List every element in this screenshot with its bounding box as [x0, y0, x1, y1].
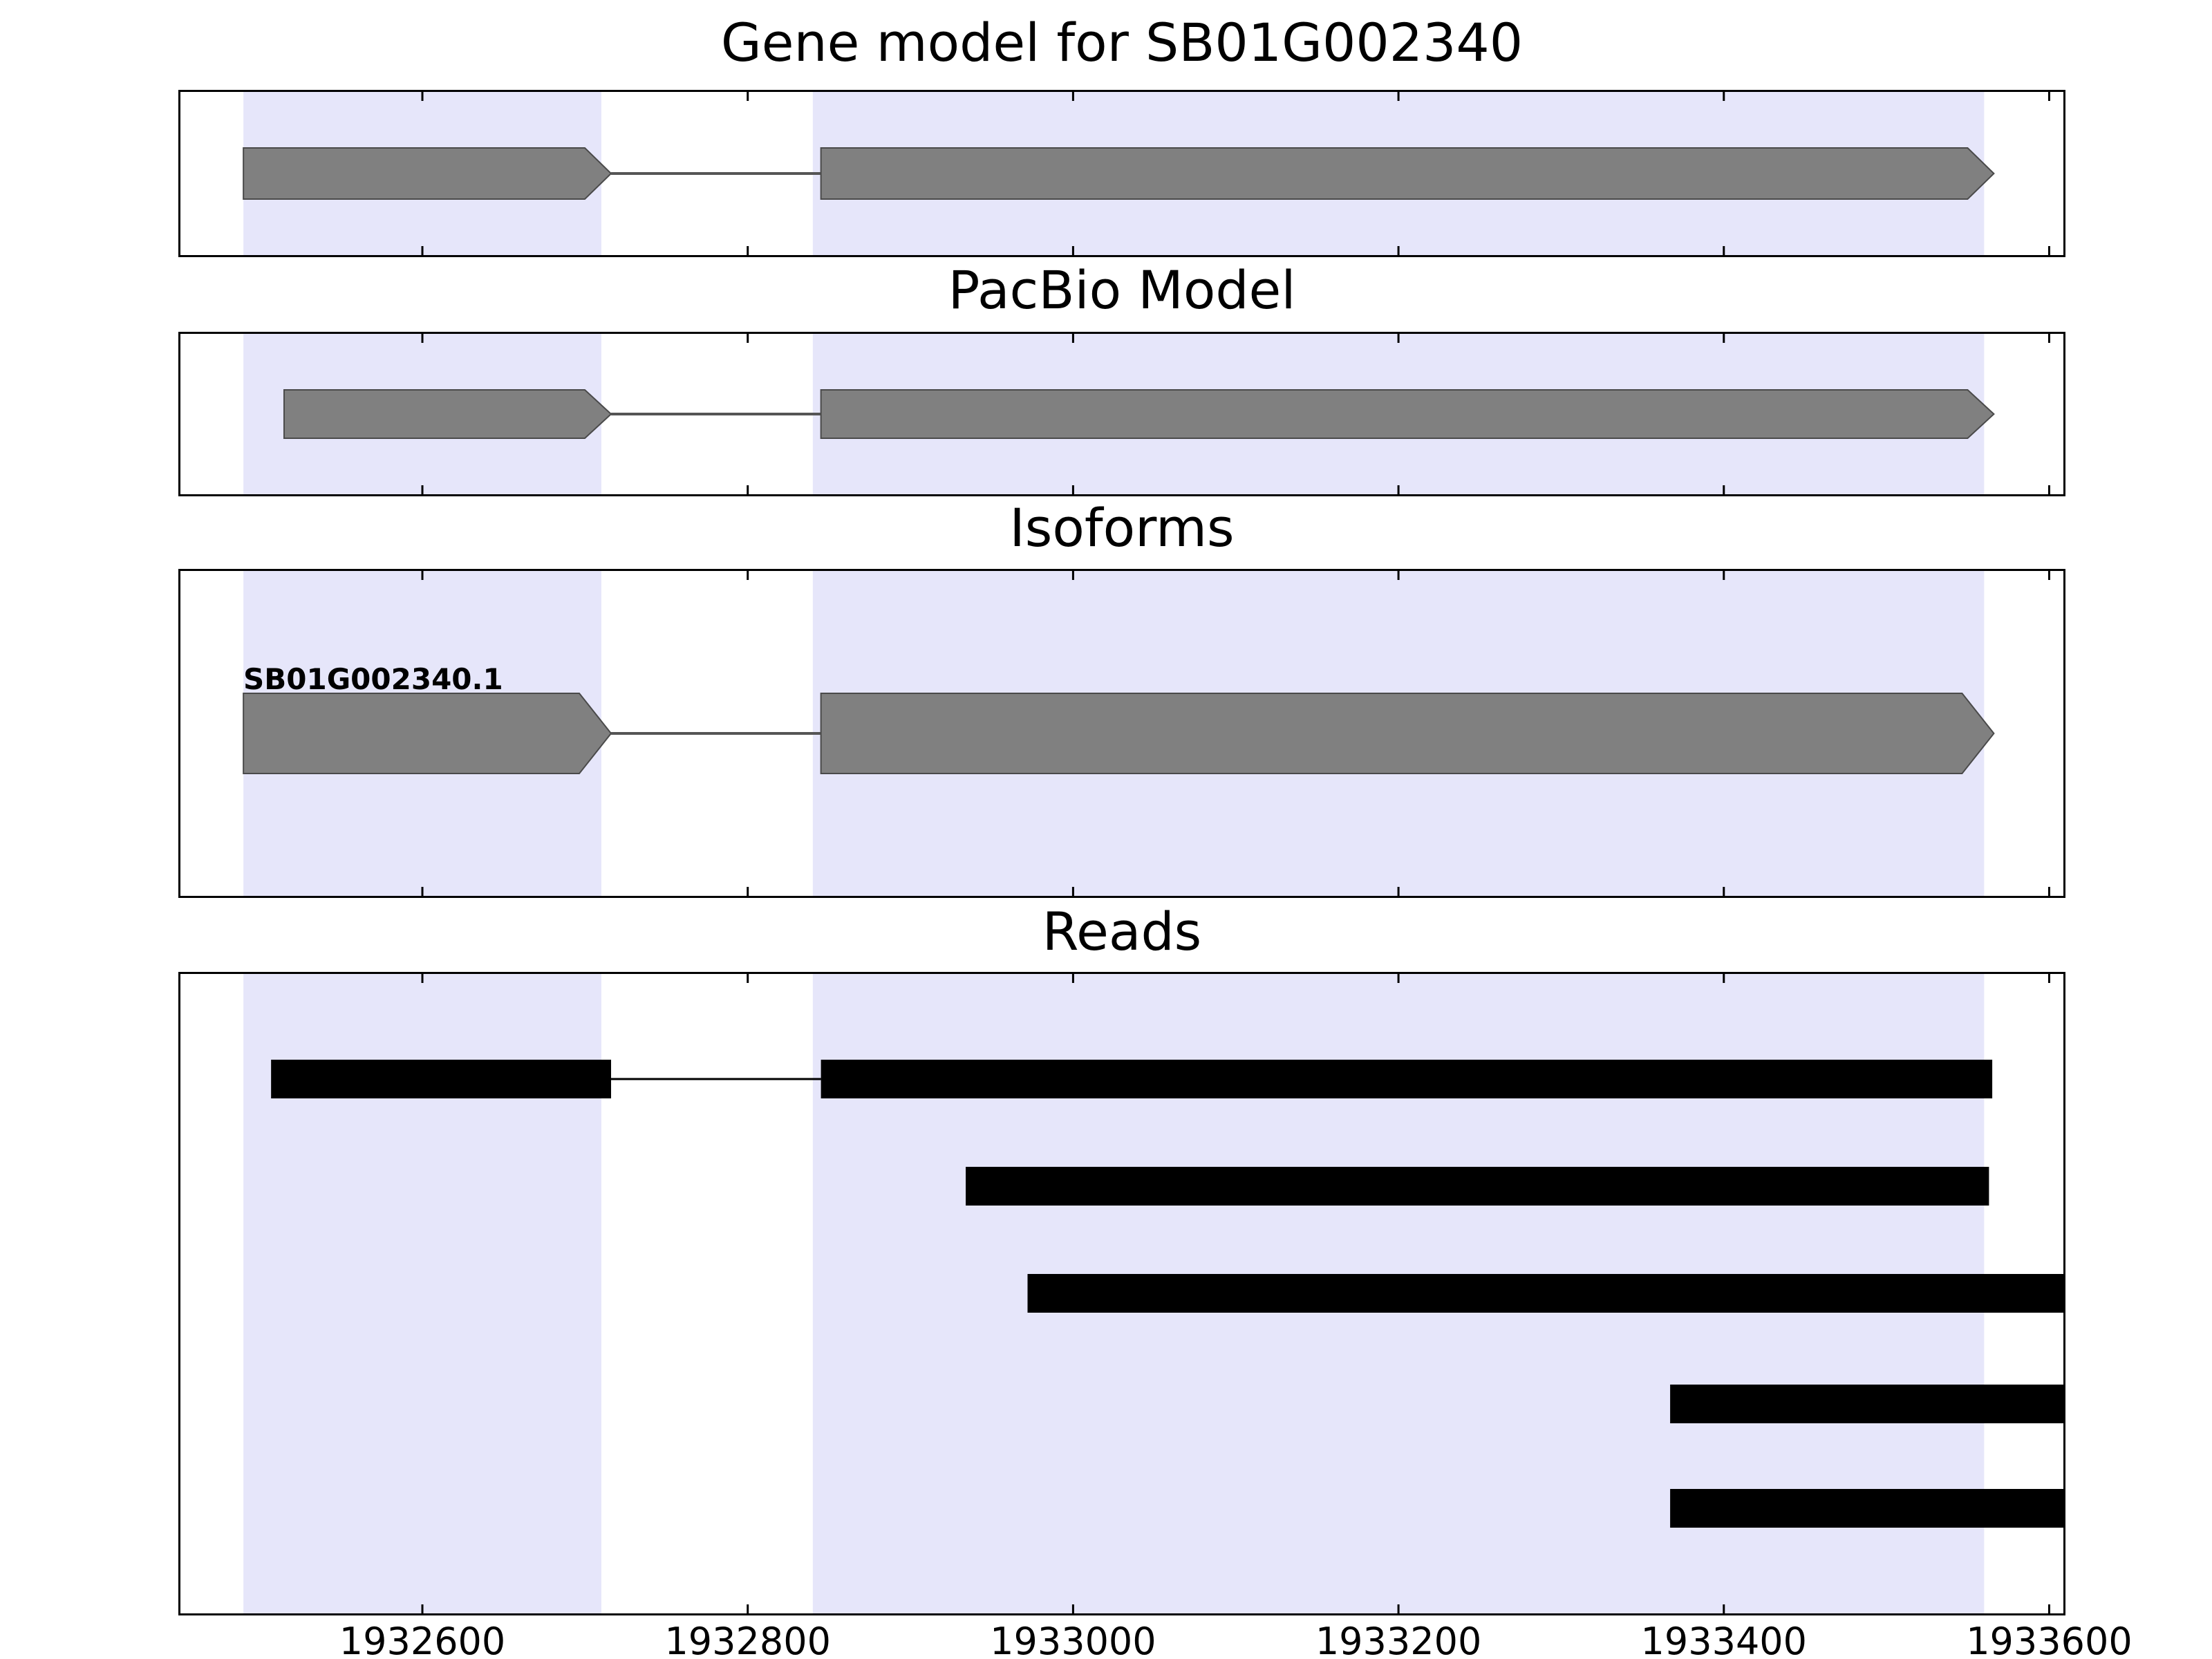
reads-canvas [178, 972, 2065, 1615]
isoform-name-label: SB01G002340.1 [243, 662, 503, 696]
isoforms-track [178, 569, 2065, 898]
x-tick-label: 1933000 [990, 1620, 1156, 1659]
gene-model-track [178, 90, 2065, 257]
isoforms-canvas [178, 569, 2065, 898]
reads-track [178, 972, 2065, 1615]
panel-title-reads: Reads [1042, 901, 1202, 962]
panel-title-gene-model: Gene model for SB01G002340 [720, 12, 1524, 73]
x-tick-label: 1932800 [664, 1620, 831, 1659]
gene-model-canvas [178, 90, 2065, 257]
x-tick-label: 1933200 [1315, 1620, 1482, 1659]
x-tick-label: 1933600 [1966, 1620, 2133, 1659]
panel-title-isoforms: Isoforms [1009, 497, 1235, 559]
pacbio-model-track [178, 332, 2065, 496]
pacbio-model-canvas [178, 332, 2065, 496]
panel-title-pacbio-model: PacBio Model [948, 259, 1296, 321]
x-tick-label: 1932600 [339, 1620, 506, 1659]
x-tick-label: 1933400 [1640, 1620, 1808, 1659]
